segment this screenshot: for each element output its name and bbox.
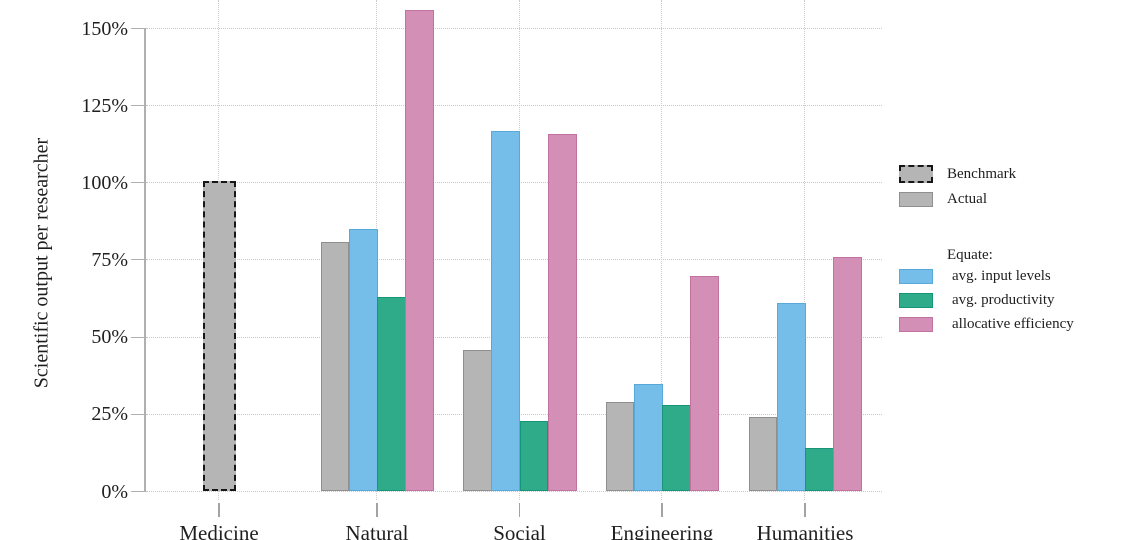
legend-swatch-productivity <box>899 293 933 308</box>
y-tick-label-100: 100% <box>81 172 128 195</box>
y-tick-50 <box>131 336 144 338</box>
y-tick-label-25: 25% <box>91 403 128 426</box>
bar-humanities-avg-input-levels <box>776 303 806 492</box>
legend-label-input-levels: avg. input levels <box>952 268 1051 284</box>
y-axis-spine <box>144 27 146 493</box>
x-tick-humanities <box>804 503 806 517</box>
bar-engineering-avg-input-levels <box>633 383 663 492</box>
x-tick-label-humanities: Humanities <box>756 521 854 540</box>
y-axis-title: Scientific output per researcher <box>30 137 53 389</box>
x-tick-natural <box>376 503 378 517</box>
x-tick-medicine <box>218 503 220 517</box>
y-tick-label-125: 125% <box>81 95 128 117</box>
legend-item-benchmark: Benchmark <box>899 165 1016 183</box>
x-tick-label-social: Social <box>493 521 546 540</box>
y-tick-0 <box>131 490 144 492</box>
gridline-y-125 <box>146 105 882 107</box>
bar-medicine-benchmark <box>202 181 236 492</box>
legend-label-allocative-efficiency: allocative efficiency <box>952 316 1074 332</box>
x-tick-label-medicine: Medicine <box>179 521 259 540</box>
bar-humanities-avg-productivity <box>805 448 834 492</box>
legend-label-productivity: avg. productivity <box>952 292 1055 308</box>
bar-natural-avg-productivity <box>377 297 406 492</box>
bar-social-allocative-efficiency <box>547 133 577 492</box>
bar-engineering-allocative-efficiency <box>690 275 719 492</box>
legend-swatch-actual <box>899 192 933 207</box>
y-tick-75 <box>131 259 144 261</box>
x-tick-social <box>518 503 521 517</box>
legend-equate-header: Equate: <box>947 247 993 263</box>
gridline-x-humanities <box>804 0 806 500</box>
gridline-x-engineering <box>661 0 663 500</box>
y-tick-label-50: 50% <box>91 326 128 349</box>
bar-humanities-actual <box>748 417 778 492</box>
bar-social-avg-input-levels <box>491 130 520 492</box>
x-tick-label-natural: Natural <box>345 521 409 540</box>
y-tick-100 <box>131 182 144 184</box>
x-tick-engineering <box>661 503 663 517</box>
bar-social-avg-productivity <box>519 420 549 492</box>
x-tick-label-engineering: Engineering <box>610 521 714 540</box>
y-tick-25 <box>131 413 144 415</box>
legend-swatch-benchmark <box>899 165 933 183</box>
legend-item-productivity: avg. productivity <box>899 292 1054 309</box>
y-tick-label-150: 150% <box>81 17 128 40</box>
bar-natural-allocative-efficiency <box>405 10 434 492</box>
bar-engineering-actual <box>605 402 635 492</box>
legend-swatch-input-levels <box>899 269 933 284</box>
legend-item-input-levels: avg. input levels <box>899 268 1051 285</box>
gridline-y-150 <box>146 28 882 30</box>
y-tick-label-0: 0% <box>101 480 128 503</box>
bar-natural-actual <box>320 241 350 492</box>
y-tick-150 <box>131 28 144 30</box>
legend-swatch-allocative-efficiency <box>899 317 933 332</box>
y-tick-label-75: 75% <box>91 249 128 272</box>
bar-social-actual <box>463 349 492 492</box>
legend-label-benchmark: Benchmark <box>947 165 1017 182</box>
legend-item-actual: Actual <box>899 191 987 208</box>
bar-engineering-avg-productivity <box>662 405 691 492</box>
bar-humanities-allocative-efficiency <box>833 257 862 492</box>
legend-item-allocative-efficiency: allocative efficiency <box>899 316 1074 333</box>
bar-natural-avg-input-levels <box>348 229 378 492</box>
legend-label-actual: Actual <box>947 191 987 207</box>
y-tick-125 <box>131 105 144 107</box>
